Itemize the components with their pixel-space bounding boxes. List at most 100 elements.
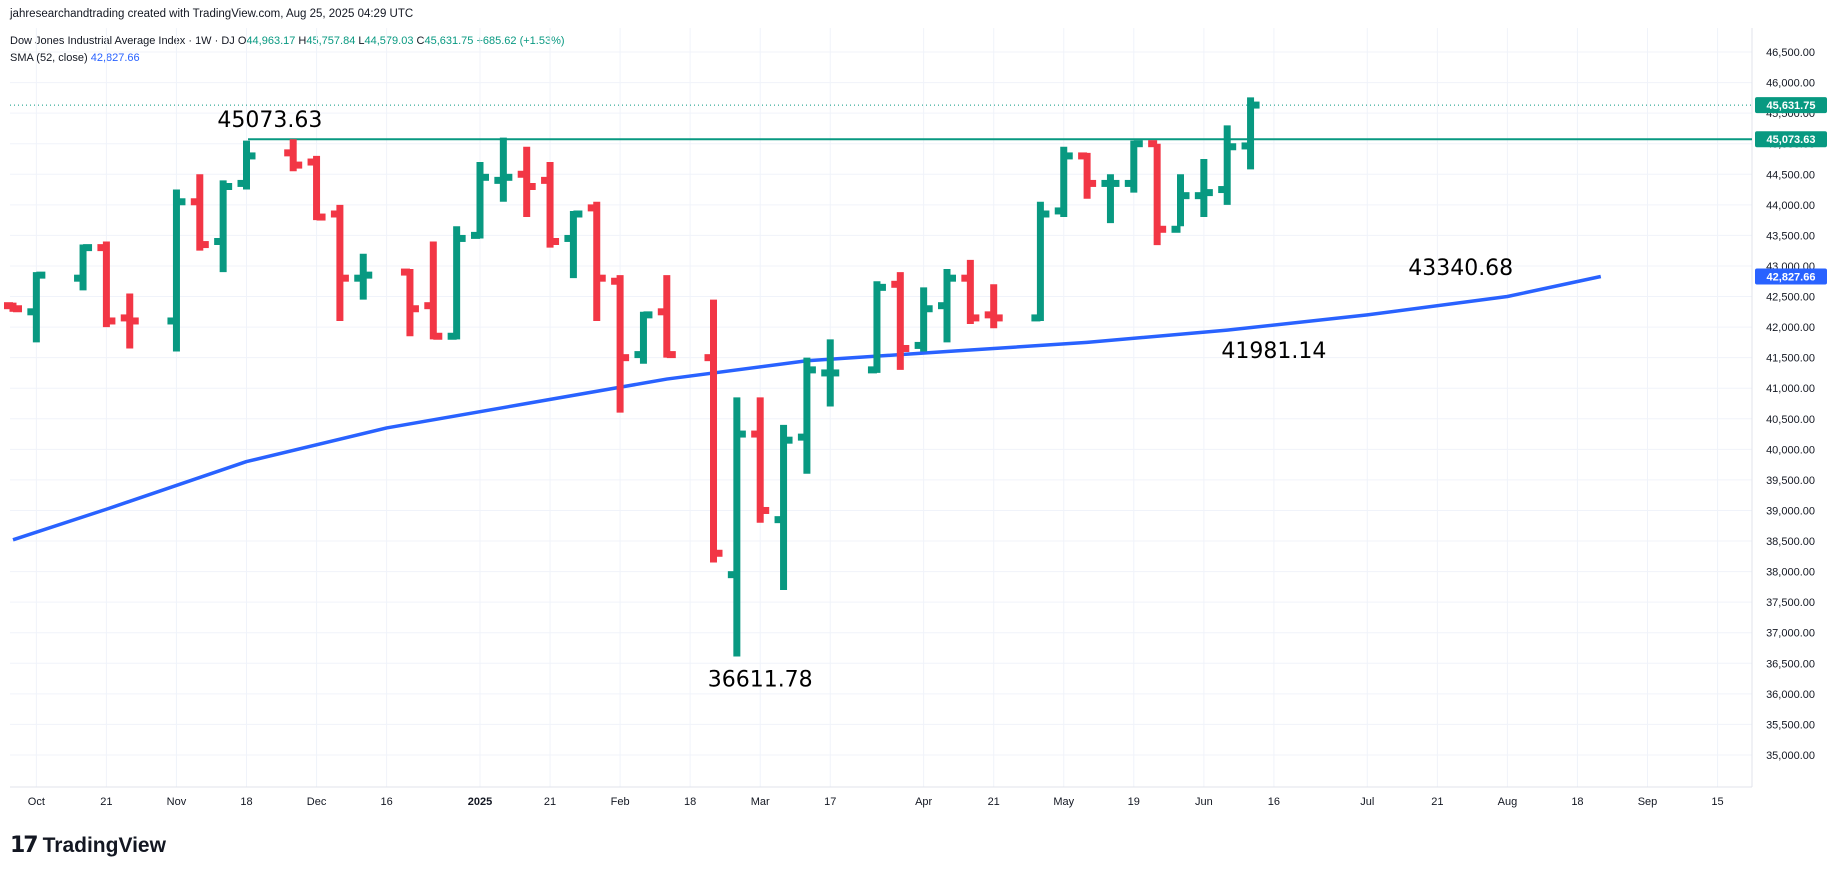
sma-label: SMA (52, close) xyxy=(10,52,88,64)
low-value: 44,579.03 xyxy=(364,35,414,47)
high-value: 45,757.84 xyxy=(306,35,356,47)
ohlc-bar xyxy=(1218,125,1237,205)
x-tick-label: Nov xyxy=(167,796,187,808)
ohlc-bar xyxy=(797,357,816,474)
low-label: L xyxy=(358,35,365,47)
x-tick-label: May xyxy=(1053,796,1074,808)
y-tick-label: 42,500.00 xyxy=(1766,292,1815,304)
symbol-name: Dow Jones Industrial Average Index · 1W … xyxy=(10,35,235,47)
open-label: O xyxy=(237,35,247,47)
x-tick-label: 21 xyxy=(100,796,112,808)
y-tick-label: 35,000.00 xyxy=(1766,750,1815,762)
ohlc-bar xyxy=(424,241,443,340)
ohlc-bar xyxy=(657,275,676,359)
y-tick-label: 41,500.00 xyxy=(1766,353,1815,365)
ohlc-bar xyxy=(517,146,536,218)
x-tick-label: Jun xyxy=(1195,796,1213,808)
x-tick-label: 21 xyxy=(1431,796,1443,808)
x-tick-label: 16 xyxy=(1268,796,1280,808)
price-tag: 45,631.75 xyxy=(1755,97,1827,114)
y-tick-label: 44,500.00 xyxy=(1766,169,1815,181)
ohlc-bar xyxy=(1148,140,1167,246)
price-tag-bg xyxy=(1755,131,1827,148)
x-tick-label: Mar xyxy=(751,796,770,808)
ohlc-bar xyxy=(541,162,560,248)
ohlc-bar xyxy=(774,424,793,590)
ohlc-bar xyxy=(494,137,513,202)
x-tick-label: 21 xyxy=(988,796,1000,808)
ohlc-bar xyxy=(1124,140,1143,193)
ohlc-bar xyxy=(1171,174,1190,233)
symbol-legend[interactable]: Dow Jones Industrial Average Index · 1W … xyxy=(10,35,565,47)
high-label: H xyxy=(298,35,307,47)
ohlc-bar xyxy=(447,226,466,340)
tradingview-logo-icon: 17 xyxy=(10,833,39,858)
sma-legend[interactable]: SMA (52, close) 42,827.66 xyxy=(10,52,140,64)
ohlc-bar xyxy=(27,271,46,343)
price-tag: 42,827.66 xyxy=(1755,268,1827,285)
price-annotation: 36611.78 xyxy=(708,667,813,692)
ohlc-bar xyxy=(214,180,233,273)
y-tick-label: 40,000.00 xyxy=(1766,444,1815,456)
x-tick-label: 15 xyxy=(1711,796,1723,808)
x-tick-label: 16 xyxy=(380,796,392,808)
y-tick-label: 41,000.00 xyxy=(1766,383,1815,395)
ohlc-bar xyxy=(1054,146,1073,218)
x-tick-label: Feb xyxy=(611,796,630,808)
ohlc-bars xyxy=(4,97,1260,657)
ohlc-bar xyxy=(751,397,770,523)
x-tick-label: 17 xyxy=(824,796,836,808)
x-tick-label: 18 xyxy=(1571,796,1583,808)
y-tick-label: 43,500.00 xyxy=(1766,230,1815,242)
ohlc-bar xyxy=(564,210,583,279)
ohlc-bar xyxy=(167,189,186,352)
ohlc-bar xyxy=(190,174,209,251)
y-tick-label: 36,000.00 xyxy=(1766,689,1815,701)
y-tick-label: 38,000.00 xyxy=(1766,567,1815,579)
ohlc-bar xyxy=(74,244,93,291)
ohlc-bar xyxy=(1241,97,1260,170)
tradingview-logo[interactable]: 17 TradingView xyxy=(10,833,166,858)
ohlc-bar xyxy=(284,139,303,172)
price-annotation: 43340.68 xyxy=(1408,256,1513,281)
y-tick-label: 37,000.00 xyxy=(1766,628,1815,640)
y-tick-label: 46,500.00 xyxy=(1766,47,1815,59)
ohlc-bar xyxy=(1078,152,1097,199)
ohlc-bar xyxy=(867,281,886,374)
y-tick-label: 46,000.00 xyxy=(1766,78,1815,90)
change-value: +685.62 (+1.53%) xyxy=(476,35,565,47)
ohlc-bar xyxy=(984,284,1003,329)
x-tick-label: Oct xyxy=(28,796,45,808)
price-tag: 45,073.63 xyxy=(1755,131,1827,148)
price-tag-label: 42,827.66 xyxy=(1767,271,1816,283)
ohlc-bar xyxy=(1031,201,1050,322)
ohlc-bar xyxy=(330,204,349,321)
ohlc-bar xyxy=(1101,174,1120,224)
price-tag-label: 45,631.75 xyxy=(1767,100,1816,112)
y-tick-label: 39,500.00 xyxy=(1766,475,1815,487)
ohlc-bar xyxy=(1194,158,1213,218)
ohlc-bar xyxy=(97,241,116,328)
price-tag-bg xyxy=(1755,97,1827,114)
x-tick-label: 2025 xyxy=(468,796,492,808)
price-tag-label: 45,073.63 xyxy=(1767,134,1816,146)
y-tick-label: 37,500.00 xyxy=(1766,597,1815,609)
price-annotation: 41981.14 xyxy=(1221,339,1326,364)
ohlc-bar xyxy=(400,268,419,337)
x-tick-label: Aug xyxy=(1498,796,1518,808)
price-annotation: 45073.63 xyxy=(217,108,322,133)
y-tick-label: 36,500.00 xyxy=(1766,658,1815,670)
open-value: 44,963.17 xyxy=(246,35,296,47)
ohlc-bar xyxy=(634,311,653,364)
y-tick-label: 35,500.00 xyxy=(1766,719,1815,731)
y-tick-label: 42,000.00 xyxy=(1766,322,1815,334)
chart-credit: jahresearchandtrading created with Tradi… xyxy=(10,8,414,20)
ohlc-bar xyxy=(120,293,139,349)
ohlc-bar xyxy=(891,272,910,370)
y-tick-label: 39,000.00 xyxy=(1766,505,1815,517)
ohlc-bar xyxy=(938,269,956,343)
tradingview-logo-text: TradingView xyxy=(42,833,166,857)
x-tick-label: 18 xyxy=(240,796,252,808)
sma-value: 42,827.66 xyxy=(90,52,140,64)
